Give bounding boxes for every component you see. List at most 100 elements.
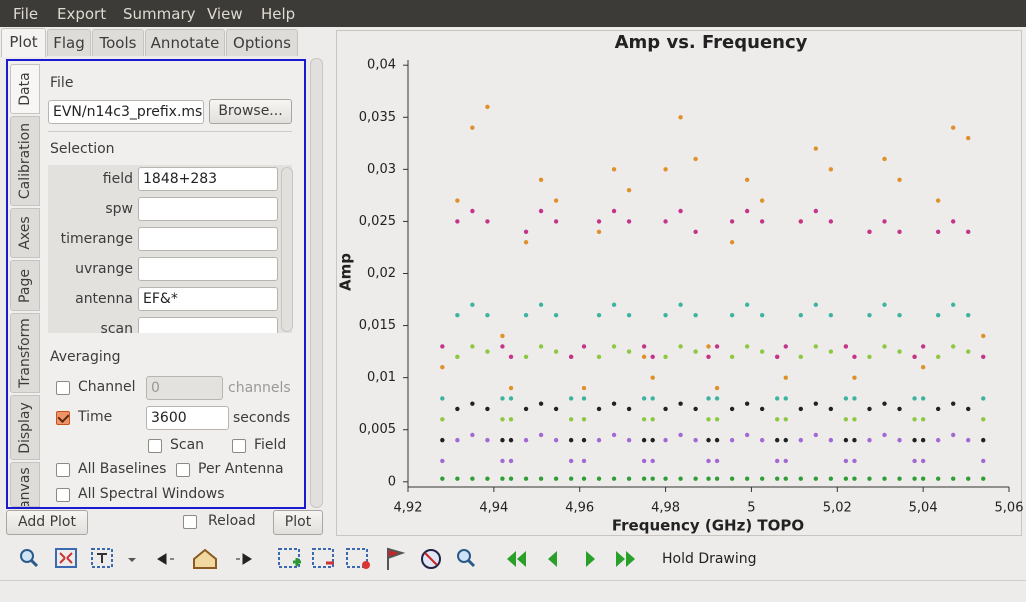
data-point — [783, 437, 788, 443]
data-point — [440, 476, 445, 481]
toolbar-icons — [20, 547, 635, 570]
tab[interactable]: Options — [226, 29, 298, 56]
data-point — [678, 476, 683, 481]
data-point — [693, 156, 698, 162]
data-point — [950, 302, 956, 307]
tab[interactable]: Flag — [47, 29, 91, 56]
browse-button[interactable]: Browse... — [209, 99, 292, 124]
data-point — [626, 437, 632, 443]
field-input[interactable]: 1848+283 — [138, 167, 278, 191]
data-point — [678, 432, 683, 438]
data-point — [714, 344, 720, 349]
data-point — [759, 437, 765, 443]
checkbox[interactable] — [148, 439, 162, 453]
file-input[interactable]: EVN/n14c3_prefix.ms — [48, 100, 204, 124]
section-heading: File — [50, 75, 74, 91]
data-point — [798, 476, 803, 481]
data-point — [981, 437, 986, 443]
scrollbar[interactable] — [281, 167, 293, 332]
data-point — [663, 354, 668, 360]
data-point — [553, 406, 559, 412]
data-point — [440, 437, 445, 443]
data-point — [714, 385, 720, 391]
data-point — [729, 312, 735, 318]
data-point — [867, 437, 872, 443]
time-input[interactable]: 3600 — [146, 406, 229, 430]
side-tab[interactable]: Axes — [10, 208, 40, 258]
data-point — [882, 432, 887, 438]
data-point — [981, 417, 986, 422]
data-point — [611, 401, 617, 406]
data-point — [500, 396, 505, 401]
checkbox[interactable] — [176, 463, 190, 477]
data-point — [813, 401, 819, 406]
side-tab[interactable]: Display — [10, 395, 40, 460]
data-point — [706, 437, 711, 443]
data-point — [966, 135, 971, 141]
add-plot-button[interactable]: Add Plot — [6, 510, 88, 535]
data-point — [508, 476, 514, 481]
menu-item[interactable]: View — [207, 5, 243, 23]
field-label: spw — [105, 201, 133, 217]
side-tab[interactable]: Transform — [10, 313, 40, 393]
side-tab[interactable]: Canvas — [10, 462, 40, 507]
menu-item[interactable]: File — [13, 5, 39, 23]
data-point — [897, 476, 902, 481]
data-point — [693, 349, 698, 354]
data-point — [650, 437, 655, 443]
data-point — [759, 198, 765, 203]
checkbox[interactable] — [56, 463, 70, 477]
hold-drawing-label[interactable]: Hold Drawing — [662, 551, 757, 567]
menu-item[interactable]: Export — [57, 5, 107, 23]
checkbox[interactable] — [56, 411, 70, 425]
field-input[interactable] — [138, 257, 278, 281]
x-tick-label: 5,02 — [823, 501, 852, 516]
data-point — [774, 476, 780, 481]
menu-bar: File Export Summary View Help — [0, 0, 1026, 27]
side-tab[interactable]: Calibration — [10, 116, 40, 206]
side-tab[interactable]: Data — [10, 64, 40, 114]
field-input[interactable] — [138, 197, 278, 221]
data-point — [729, 437, 735, 443]
checkbox[interactable] — [232, 439, 246, 453]
tab[interactable]: Annotate — [145, 29, 225, 56]
side-tab[interactable]: Page — [10, 260, 40, 311]
menu-item[interactable]: Summary — [123, 5, 196, 23]
data-point — [650, 458, 655, 464]
data-point — [828, 167, 834, 172]
data-point — [912, 437, 917, 443]
plot-button[interactable]: Plot — [273, 510, 323, 535]
data-point — [706, 344, 711, 349]
menu-item[interactable]: Help — [261, 5, 296, 23]
data-point — [470, 476, 475, 481]
field-input[interactable] — [138, 227, 278, 251]
data-point — [581, 458, 587, 464]
data-point — [729, 240, 735, 245]
data-point — [663, 312, 668, 318]
data-point — [897, 437, 902, 443]
field-input[interactable]: EF&* — [138, 287, 278, 311]
tab[interactable]: Plot — [1, 28, 46, 57]
data-point — [813, 344, 819, 349]
data-point — [774, 417, 780, 422]
data-point — [744, 476, 750, 481]
checkbox[interactable] — [56, 488, 70, 502]
data-point — [843, 437, 849, 443]
data-point — [882, 156, 887, 162]
data-point — [611, 167, 617, 172]
data-point — [981, 458, 986, 464]
data-point — [596, 354, 602, 360]
field-input[interactable] — [138, 317, 278, 333]
data-point — [538, 177, 544, 182]
data-point — [538, 476, 544, 481]
data-point — [798, 219, 803, 224]
section-heading: Averaging — [50, 349, 121, 365]
data-point — [882, 476, 887, 481]
scrollbar[interactable] — [310, 58, 323, 508]
data-point — [759, 406, 765, 412]
checkbox[interactable] — [56, 381, 70, 395]
checkbox[interactable] — [183, 515, 197, 529]
data-point — [440, 417, 445, 422]
tab[interactable]: Tools — [92, 29, 144, 56]
data-point — [596, 437, 602, 443]
